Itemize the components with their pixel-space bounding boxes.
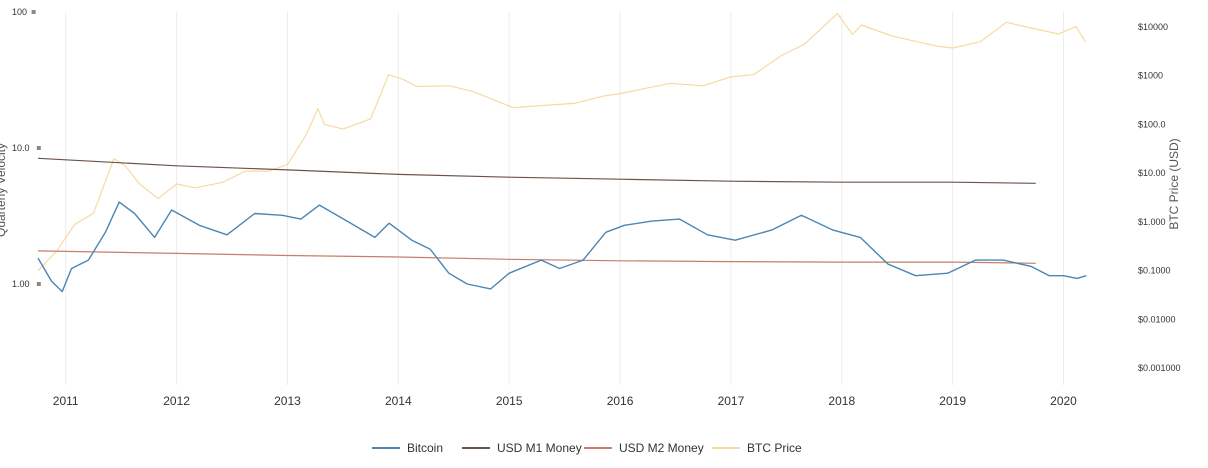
right-axis-ticks: $10000 $1000 $100.0 $10.00 $1.000 $0.1000 $0.0… <box>1138 22 1181 373</box>
legend-label-3[interactable]: BTC Price <box>747 441 802 455</box>
series-line-bitcoin <box>37 201 1087 293</box>
x-tick-2016: 2016 <box>607 394 634 408</box>
series-layer <box>37 12 1087 293</box>
right-tick-2: $100.0 <box>1138 119 1166 129</box>
x-tick-2015: 2015 <box>496 394 523 408</box>
legend-label-1[interactable]: USD M1 Money <box>497 441 582 455</box>
left-tick-marker-1 <box>36 146 41 150</box>
legend-label-0[interactable]: Bitcoin <box>407 441 443 455</box>
left-tick-marker-0 <box>31 10 36 14</box>
series-line-usd-m1-money <box>37 157 1036 184</box>
x-tick-2020: 2020 <box>1050 394 1077 408</box>
right-tick-4: $1.000 <box>1138 217 1166 227</box>
x-axis-ticks: 2011 2012 2013 2014 2015 2016 2017 2018 2019 2020 <box>53 394 1077 408</box>
gridlines <box>65 12 1065 385</box>
legend-label-2[interactable]: USD M2 Money <box>619 441 704 455</box>
x-tick-2011: 2011 <box>53 394 79 408</box>
x-tick-2013: 2013 <box>274 394 301 408</box>
x-tick-2018: 2018 <box>828 394 855 408</box>
left-axis-ticks: 100 10.0 1.00 <box>12 7 41 289</box>
right-tick-3: $10.00 <box>1138 168 1166 178</box>
series-line-btc-price <box>37 12 1086 272</box>
left-tick-marker-2 <box>36 282 41 286</box>
right-tick-7: $0.001000 <box>1138 363 1181 373</box>
right-tick-6: $0.01000 <box>1138 314 1176 324</box>
x-tick-2017: 2017 <box>718 394 745 408</box>
series-line-usd-m2-money <box>37 250 1036 264</box>
x-tick-2014: 2014 <box>385 394 412 408</box>
legend: Bitcoin USD M1 Money USD M2 Money BTC Price <box>372 441 802 455</box>
right-axis-title: BTC Price (USD) <box>1167 138 1181 229</box>
left-tick-2: 1.00 <box>12 279 30 289</box>
left-axis-title: Quarterly Velocity <box>0 143 8 237</box>
right-tick-0: $10000 <box>1138 22 1168 32</box>
x-tick-2012: 2012 <box>163 394 190 408</box>
right-tick-5: $0.1000 <box>1138 266 1171 276</box>
right-tick-1: $1000 <box>1138 71 1163 81</box>
left-tick-1: 10.0 <box>12 143 30 153</box>
x-tick-2019: 2019 <box>939 394 966 408</box>
left-tick-0: 100 <box>12 7 27 17</box>
